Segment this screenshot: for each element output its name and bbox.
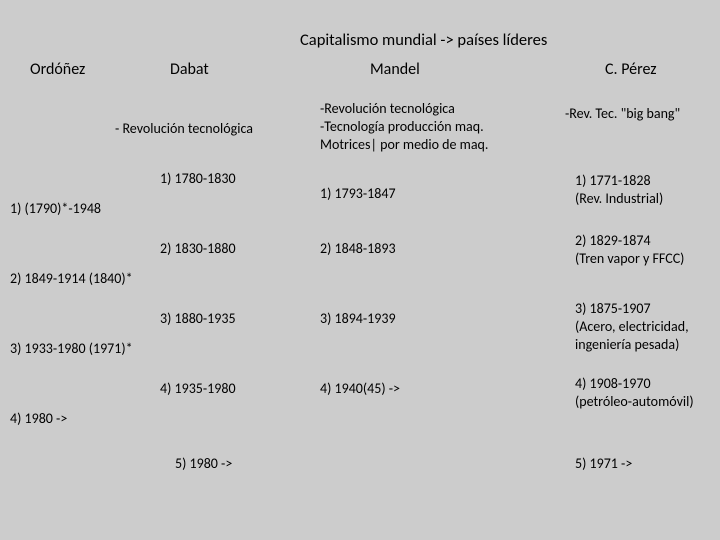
perez-subtitle: -Rev. Tec. "big bang": [565, 105, 680, 122]
perez-row3c: ingeniería pesada): [575, 336, 679, 353]
mandel-row1: 1) 1793-1847: [320, 185, 396, 202]
perez-row3a: 3) 1875-1907: [575, 300, 651, 317]
perez-row1a: 1) 1771-1828: [575, 172, 651, 189]
col-dabat: Dabat: [170, 60, 209, 79]
perez-row2b: (Tren vapor y FFCC): [575, 250, 684, 267]
col-ordonez: Ordóñez: [30, 60, 85, 79]
ordonez-row4: 4) 1980 ->: [10, 410, 67, 427]
ordonez-row2: 2) 1849-1914 (1840)*: [10, 270, 133, 287]
perez-row4b: (petróleo-automóvil): [575, 393, 694, 410]
perez-row2a: 2) 1829-1874: [575, 232, 651, 249]
mandel-row2: 2) 1848-1893: [320, 240, 396, 257]
perez-row5: 5) 1971 ->: [575, 455, 632, 472]
col-perez: C. Pérez: [605, 60, 657, 79]
dabat-row2: 2) 1830-1880: [160, 240, 236, 257]
ordonez-row1: 1) (1790)*-1948: [10, 200, 101, 217]
mandel-sub-line2: -Tecnología producción maq.: [320, 118, 484, 135]
perez-row3b: (Acero, electricidad,: [575, 318, 689, 335]
mandel-row3: 3) 1894-1939: [320, 310, 396, 327]
perez-row4a: 4) 1908-1970: [575, 375, 651, 392]
mandel-sub-line3: Motrices| por medio de maq.: [320, 136, 488, 153]
diagram-stage: Capitalismo mundial -> países líderes Or…: [0, 0, 720, 540]
mandel-sub-line1: -Revolución tecnológica: [320, 100, 455, 117]
dabat-row3: 3) 1880-1935: [160, 310, 236, 327]
dabat-row5: 5) 1980 ->: [175, 455, 232, 472]
dabat-row4: 4) 1935-1980: [160, 380, 236, 397]
perez-row1b: (Rev. Industrial): [575, 190, 663, 207]
page-title: Capitalismo mundial -> países líderes: [300, 30, 547, 50]
col-mandel: Mandel: [370, 60, 420, 79]
dabat-row1: 1) 1780-1830: [160, 170, 236, 187]
ordonez-row3: 3) 1933-1980 (1971)*: [10, 340, 133, 357]
mandel-row4: 4) 1940(45) ->: [320, 380, 400, 397]
dabat-subtitle: - Revolución tecnológica: [115, 120, 253, 137]
